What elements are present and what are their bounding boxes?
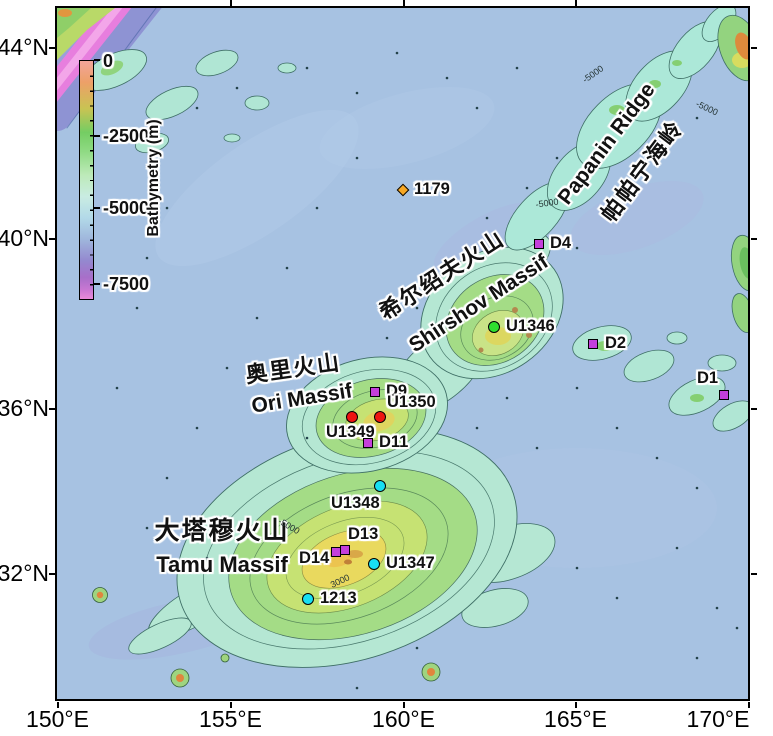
x-axis-label-155E: 155°E [199,706,262,732]
y-tick-right [751,572,757,575]
colorbar-label-0: 0 [103,51,114,71]
x-tick-top [229,0,232,6]
site-U1346-marker [488,321,500,333]
x-tick [402,702,405,708]
site-D1-label: D1 [697,369,719,387]
site-D4-label: D4 [550,234,572,252]
colorbar-tick [94,59,100,61]
colorbar-label-7500: -7500 [103,274,150,294]
site-1213-marker [302,593,314,605]
y-axis-label-32N: 32°N [0,560,49,586]
y-tick [49,237,55,240]
specks [115,51,739,690]
site-D4-marker [534,239,544,249]
site-D14-label: D14 [299,549,330,567]
papanin-ridge-shape [504,8,737,251]
x-tick [229,702,232,708]
x-tick-top [574,0,577,6]
colorbar-minor-ticks [90,62,93,296]
x-axis-label-150E: 150°E [26,706,89,732]
site-U1347-label: U1347 [386,554,435,572]
y-tick-right [751,237,757,240]
region-label-tamu-zh: 大塔穆火山 [154,517,290,545]
bathymetry-art [57,8,748,699]
colorbar-label-2500: -2500 [103,126,150,146]
x-axis-label-165E: 165°E [544,706,607,732]
site-1179-label: 1179 [414,180,450,198]
site-U1350-marker [374,411,386,423]
y-tick-right [751,407,757,410]
map-canvas: 0 -2500 -5000 -7500 Bathymetry (m) Papan… [55,6,750,701]
site-D11-label: D11 [379,433,409,451]
site-U1348-label: U1348 [331,494,380,512]
y-tick [49,407,55,410]
site-U1350-label: U1350 [387,393,436,411]
x-axis-label-170E: 170°E [686,706,750,732]
site-1213-label: 1213 [320,589,357,607]
x-axis-label-160E: 160°E [372,706,435,732]
y-axis-label-36N: 36°N [0,395,49,421]
seamounts [92,587,441,688]
site-U1349-label: U1349 [326,423,375,441]
edge-features [717,14,748,333]
site-U1347-marker [368,558,380,570]
site-D1-marker [719,390,729,400]
colorbar-title: Bathymetry (m) [145,119,162,237]
colorbar-tick [94,135,100,137]
x-tick [574,702,577,708]
site-U1349-marker [346,411,358,423]
site-D13-label: D13 [348,525,379,543]
region-label-tamu-en: Tamu Massif [156,552,288,577]
y-axis-label-44N: 44°N [0,34,49,60]
colorbar-label-5000: -5000 [103,198,150,218]
y-tick [49,46,55,49]
site-D2-marker [588,339,598,349]
x-tick [56,702,59,708]
site-U1346-label: U1346 [506,317,555,335]
shirshov-massif-shape [420,246,564,380]
site-D9-marker [370,387,380,397]
y-tick [49,572,55,575]
y-tick-right [751,46,757,49]
x-tick [747,702,750,708]
y-axis-label-40N: 40°N [0,225,49,251]
site-D14-marker [331,547,341,557]
colorbar-tick [94,207,100,209]
ori-massif-shape [286,356,448,474]
site-D13-marker [340,545,350,555]
site-D2-label: D2 [605,334,627,352]
site-U1348-marker [374,480,386,492]
x-tick-top [402,0,405,6]
site-D11-marker [363,438,373,448]
east-patches [572,325,748,432]
site-D9-label: D9 [386,382,408,400]
colorbar-tick [94,283,100,285]
